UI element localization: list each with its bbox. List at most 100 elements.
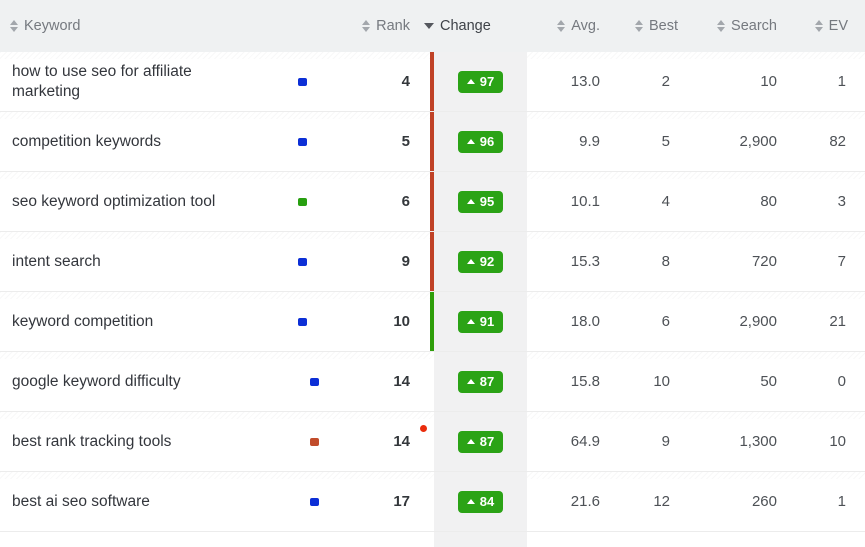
- up-arrow-icon: [466, 138, 475, 144]
- change-badge: 96: [457, 130, 504, 153]
- rank-value: 17: [393, 493, 410, 510]
- sort-icon: [362, 20, 371, 32]
- change-value: 97: [479, 73, 495, 89]
- search-volume-value: 260: [751, 493, 777, 510]
- table-row[interactable]: keyword competition 10 91 18.0 6 2,900 2…: [0, 292, 865, 352]
- avg-value: 13.0: [570, 73, 600, 90]
- keyword-marker-icon: [310, 377, 319, 386]
- ev-value: 21: [829, 313, 846, 330]
- keyword-label: how to use seo for affiliate marketing: [12, 62, 192, 100]
- table-row[interactable]: best rank tracking tools 14 87 64.9 9 1,…: [0, 412, 865, 472]
- column-header-avg[interactable]: Avg.: [527, 0, 607, 52]
- table-body: how to use seo for affiliate marketing 4…: [0, 52, 865, 547]
- column-label: Search: [731, 18, 777, 34]
- ev-value: 82: [829, 133, 846, 150]
- change-value: 91: [479, 313, 495, 329]
- column-header-best[interactable]: Best: [607, 0, 680, 52]
- keyword-label: best ai seo software: [12, 492, 150, 510]
- best-value: 5: [661, 133, 670, 150]
- best-value: 8: [661, 253, 670, 270]
- change-trend-bar: [430, 172, 434, 231]
- column-header-change[interactable]: Change: [418, 0, 527, 52]
- change-trend-bar: [430, 112, 434, 171]
- keyword-marker-icon: [310, 497, 319, 506]
- best-value: 2: [661, 73, 670, 90]
- keyword-label: google keyword difficulty: [12, 372, 181, 390]
- search-volume-value: 50: [760, 373, 777, 390]
- sort-icon: [717, 20, 726, 32]
- change-value: 92: [479, 253, 495, 269]
- rank-value: 14: [393, 433, 410, 450]
- search-volume-value: 720: [751, 253, 777, 270]
- search-volume-value: 2,900: [739, 313, 777, 330]
- change-trend-bar: [430, 52, 434, 111]
- column-label: Keyword: [24, 18, 81, 34]
- up-arrow-icon: [466, 438, 475, 444]
- search-volume-value: 2,900: [739, 133, 777, 150]
- column-header-search[interactable]: Search: [680, 0, 784, 52]
- table-header: Keyword Rank Change Avg. Best Search EV: [0, 0, 865, 52]
- rank-value: 14: [393, 373, 410, 390]
- column-header-rank[interactable]: Rank: [345, 0, 418, 52]
- rank-value: 6: [401, 193, 410, 210]
- ev-value: 1: [837, 73, 846, 90]
- keyword-marker-icon: [298, 257, 307, 266]
- sort-icon: [10, 20, 18, 32]
- table-row[interactable]: seo keyword optimization tool 6 95 10.1 …: [0, 172, 865, 232]
- ev-value: 7: [837, 253, 846, 270]
- sort-desc-icon: [424, 23, 434, 29]
- up-arrow-icon: [466, 198, 475, 204]
- keyword-marker-icon: [298, 197, 307, 206]
- column-label: EV: [828, 18, 848, 34]
- up-arrow-icon: [466, 78, 475, 84]
- avg-value: 15.8: [570, 373, 600, 390]
- change-value: 87: [479, 373, 495, 389]
- table-row[interactable]: best ai seo software 17 84 21.6 12 260 1: [0, 472, 865, 532]
- up-arrow-icon: [466, 318, 475, 324]
- change-value: 87: [479, 433, 495, 449]
- table-row[interactable]: intent search 9 92 15.3 8 720 7: [0, 232, 865, 292]
- search-volume-value: 1,300: [739, 433, 777, 450]
- keyword-label: seo keyword optimization tool: [12, 192, 216, 210]
- keyword-marker-icon: [298, 77, 307, 86]
- keyword-marker-icon: [310, 437, 319, 446]
- change-badge: 92: [457, 250, 504, 273]
- table-row[interactable]: how to use seo for affiliate marketing 4…: [0, 52, 865, 112]
- sort-icon: [557, 20, 566, 32]
- keyword-marker-icon: [298, 317, 307, 326]
- ev-value: 3: [837, 193, 846, 210]
- sort-icon: [634, 20, 643, 32]
- avg-value: 10.1: [570, 193, 600, 210]
- best-value: 9: [661, 433, 670, 450]
- column-label: Best: [648, 18, 678, 34]
- keyword-label: intent search: [12, 252, 101, 270]
- avg-value: 15.3: [570, 253, 600, 270]
- best-value: 4: [661, 193, 670, 210]
- avg-value: 9.9: [579, 133, 600, 150]
- change-value: 95: [479, 193, 495, 209]
- change-value: 96: [479, 133, 495, 149]
- ev-value: 10: [829, 433, 846, 450]
- column-label: Avg.: [571, 18, 600, 34]
- table-row[interactable]: google keyword difficulty 14 87 15.8 10 …: [0, 352, 865, 412]
- best-value: 6: [661, 313, 670, 330]
- keyword-label: best rank tracking tools: [12, 432, 172, 450]
- change-badge: 84: [457, 490, 504, 513]
- rank-value: 4: [401, 73, 410, 90]
- up-arrow-icon: [466, 258, 475, 264]
- rank-value: 5: [401, 133, 410, 150]
- column-header-ev[interactable]: EV: [784, 0, 865, 52]
- change-badge: 95: [457, 190, 504, 213]
- sort-icon: [814, 20, 823, 32]
- best-value: 12: [653, 493, 670, 510]
- change-badge: 97: [457, 70, 504, 93]
- avg-value: 64.9: [570, 433, 600, 450]
- column-header-keyword[interactable]: Keyword: [0, 0, 345, 52]
- alert-dot-icon: [420, 425, 427, 432]
- column-label: Change: [440, 18, 491, 34]
- change-value: 84: [479, 493, 495, 509]
- table-row[interactable]: competition keywords 5 96 9.9 5 2,900 82: [0, 112, 865, 172]
- best-value: 10: [653, 373, 670, 390]
- up-arrow-icon: [466, 498, 475, 504]
